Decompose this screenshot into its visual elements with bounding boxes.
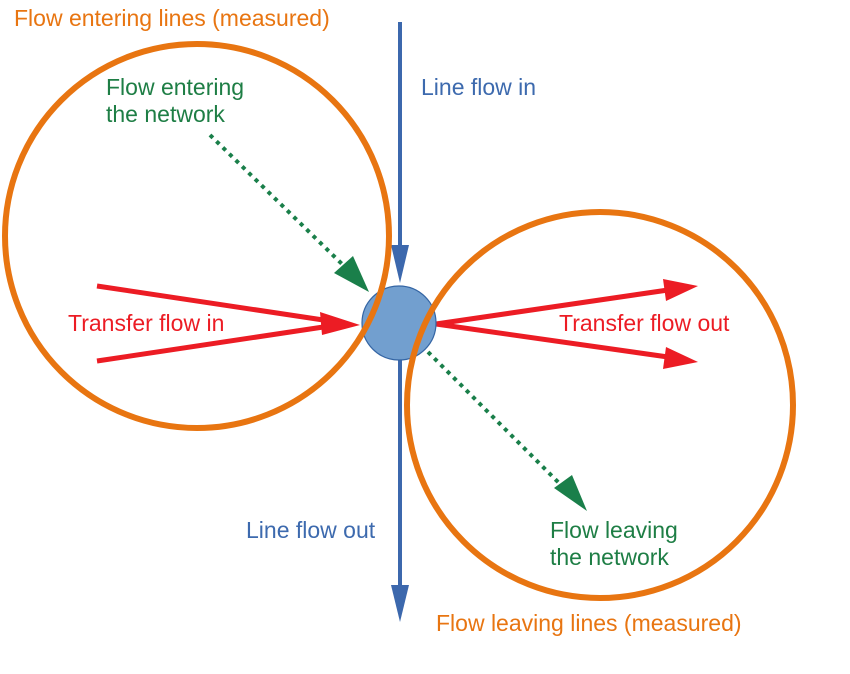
transfer-flow-in-arrow-upper-head	[320, 312, 360, 335]
flow-leaving-network-label: Flow leaving the network	[550, 517, 678, 571]
transfer-flow-out-arrow-lower-head	[663, 347, 698, 369]
transfer-flow-out-label: Transfer flow out	[559, 310, 730, 336]
flow-leaving-network-label-line1: Flow leaving	[550, 517, 678, 543]
transfer-flow-out-arrow-lower	[435, 321, 669, 360]
flow-leaving-network-label-line2: the network	[550, 544, 669, 570]
flow-leaving-lines-circle	[404, 209, 796, 601]
flow-entering-network-label: Flow entering the network	[106, 74, 244, 128]
transfer-flow-in-arrow-lower	[96, 323, 331, 364]
line-flow-in-arrow-head	[391, 245, 409, 283]
flow-leaving-network-arrow-head	[554, 475, 587, 511]
flow-entering-lines-label: Flow entering lines (measured)	[14, 5, 330, 31]
line-flow-out-label: Line flow out	[246, 517, 376, 543]
line-flow-out-arrow-head	[391, 585, 409, 622]
transfer-flow-out-arrow-upper	[435, 287, 669, 327]
flow-leaving-network-arrow	[426, 350, 570, 494]
flow-entering-network-label-line1: Flow entering	[106, 74, 245, 100]
transfer-flow-in-arrow-upper	[96, 283, 331, 324]
flow-entering-lines-circle	[2, 41, 392, 431]
flow-leaving-lines-label: Flow leaving lines (measured)	[436, 610, 742, 636]
flow-entering-network-arrow	[208, 133, 345, 267]
transfer-flow-in-label: Transfer flow in	[68, 310, 225, 336]
line-flow-in-label: Line flow in	[421, 74, 537, 100]
flow-entering-network-arrow-head	[334, 256, 369, 292]
flow-entering-network-label-line2: the network	[106, 101, 225, 127]
transfer-flow-out-arrow-upper-head	[663, 279, 698, 301]
